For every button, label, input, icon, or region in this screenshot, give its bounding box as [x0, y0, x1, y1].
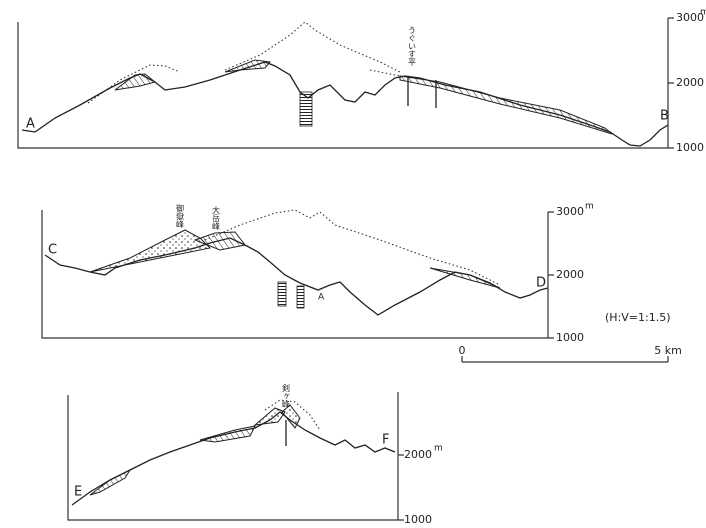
place-label: うぐいす平 [408, 26, 417, 67]
elev-label: 1000 [404, 513, 432, 526]
layer-hatched [225, 60, 270, 72]
place-label: 大岳峰 [212, 205, 221, 230]
elev-label: 2000 [676, 76, 704, 89]
layer-hatched [400, 76, 612, 134]
section-end: B [660, 109, 669, 124]
topography [45, 238, 548, 315]
scale-bar [462, 356, 668, 362]
unit: m [585, 202, 594, 212]
drill-column [297, 286, 304, 308]
scale-start: 0 [459, 344, 466, 357]
marker: A [318, 293, 325, 303]
cross-sections: A B 3000 2000 1000 m うぐいす平 C D A 3000 20… [0, 0, 706, 528]
elev-label: 3000 [556, 205, 584, 218]
section-ef: E F 2000 1000 m 剣ヶ峰 [68, 384, 443, 526]
topography [22, 62, 668, 146]
unit: m [700, 8, 706, 18]
ratio: (H:V=1:1.5) [605, 311, 671, 324]
layer-stippled [255, 408, 285, 425]
section-ab: A B 3000 2000 1000 m うぐいす平 [18, 8, 706, 155]
section-start: C [48, 243, 57, 258]
section-cd: C D A 3000 2000 1000 m 御嶽峰 大岳峰 [42, 202, 594, 345]
place-label: 御嶽峰 [176, 203, 185, 228]
layer-stippled [90, 230, 210, 272]
section-start: E [74, 485, 82, 500]
section-end: D [536, 276, 546, 291]
restored-surface [88, 22, 400, 103]
elev-label: 2000 [404, 448, 432, 461]
elev-label: 2000 [556, 268, 584, 281]
unit: m [434, 444, 443, 454]
section-start: A [26, 117, 35, 132]
layer-hatched [90, 470, 130, 495]
frame [42, 210, 554, 338]
scale-end: 5 km [654, 344, 682, 357]
frame [68, 392, 404, 520]
topography [72, 412, 395, 505]
layer-hatched [430, 268, 500, 288]
frame [18, 18, 674, 148]
elev-label: 1000 [676, 141, 704, 154]
section-end: F [382, 433, 389, 448]
place-label: 剣ヶ峰 [282, 384, 291, 408]
drill-column [278, 282, 286, 306]
elev-label: 1000 [556, 331, 584, 344]
